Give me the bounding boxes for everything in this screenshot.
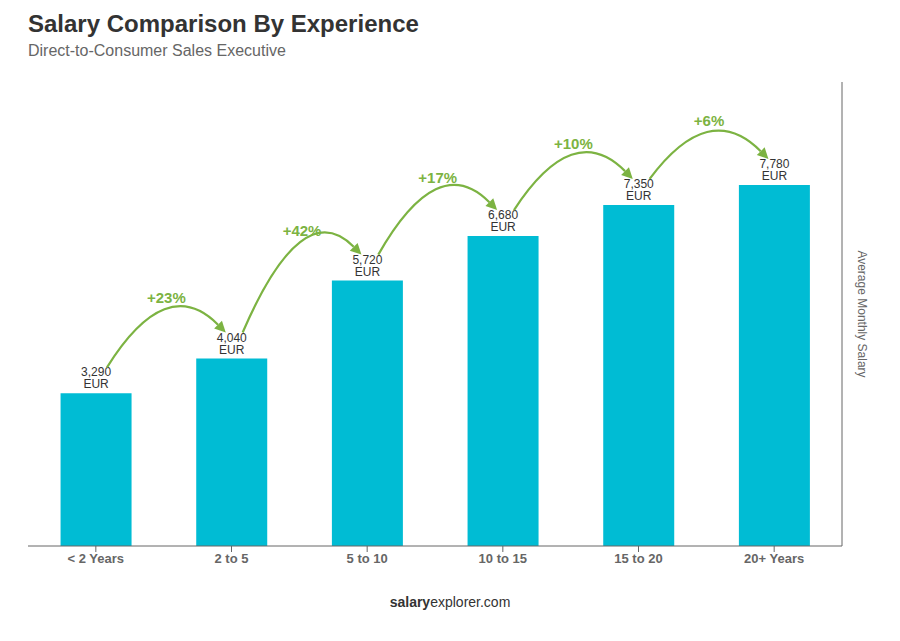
svg-text:7,350EUR: 7,350EUR xyxy=(624,177,654,203)
html-text:Salary Comparison By Experienc: Salary Comparison By Experience xyxy=(28,10,419,37)
svg-text:+6%: +6% xyxy=(694,112,724,129)
svg-text:Average Monthly Salary: Average Monthly Salary xyxy=(855,250,869,377)
svg-text:+42%: +42% xyxy=(283,222,322,239)
svg-text:+17%: +17% xyxy=(418,169,457,186)
svg-text:7,780EUR: 7,780EUR xyxy=(759,157,789,183)
svg-text:5 to 10: 5 to 10 xyxy=(347,551,388,566)
svg-text:+23%: +23% xyxy=(147,289,186,306)
html-text:Direct-to-Consumer Sales Execu: Direct-to-Consumer Sales Executive xyxy=(28,42,286,59)
svg-text:6,680EUR: 6,680EUR xyxy=(488,208,518,234)
svg-text:20+ Years: 20+ Years xyxy=(744,551,804,566)
svg-text:4,040EUR: 4,040EUR xyxy=(217,331,247,357)
svg-text:+10%: +10% xyxy=(554,135,593,152)
svg-text:10 to 15: 10 to 15 xyxy=(479,551,527,566)
svg-text:3,290EUR: 3,290EUR xyxy=(81,365,111,391)
svg-text:5,720EUR: 5,720EUR xyxy=(352,253,382,279)
svg-text:15 to 20: 15 to 20 xyxy=(614,551,662,566)
html-text:salary explorer.com: salary explorer.com xyxy=(389,594,511,610)
svg-text:2 to 5: 2 to 5 xyxy=(215,551,249,566)
svg-text:< 2 Years: < 2 Years xyxy=(68,551,125,566)
